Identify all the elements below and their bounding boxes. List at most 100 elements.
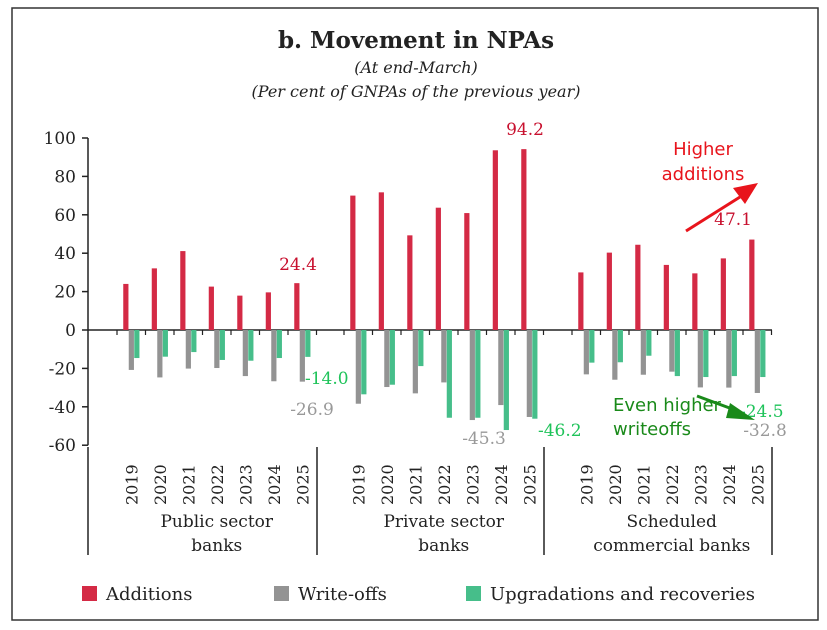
- bar-additions: [492, 150, 498, 330]
- bar-upgradations-and-recoveries: [674, 330, 680, 377]
- bar-write-offs: [412, 330, 418, 394]
- group-label: Public sector: [160, 512, 273, 532]
- bar-write-offs: [355, 330, 361, 404]
- year-label: 2024: [492, 464, 511, 505]
- bar-write-offs: [526, 330, 532, 417]
- year-label: 2021: [406, 464, 425, 505]
- bar-upgradations-and-recoveries: [389, 330, 395, 385]
- year-label: 2020: [606, 464, 625, 505]
- bar-upgradations-and-recoveries: [361, 330, 367, 395]
- bar-write-offs: [469, 330, 475, 421]
- group-label: banks: [191, 536, 242, 556]
- annotation-arrow: [696, 394, 736, 412]
- bar-additions: [180, 251, 186, 330]
- bar-write-offs: [754, 330, 760, 393]
- year-label: 2021: [634, 464, 653, 505]
- bar-write-offs: [726, 330, 732, 388]
- bar-write-offs: [185, 330, 191, 369]
- bar-upgradations-and-recoveries: [162, 330, 168, 357]
- bar-additions: [407, 235, 413, 330]
- annotation-text: additions: [662, 164, 745, 185]
- bar-write-offs: [697, 330, 703, 388]
- data-label: -45.3: [462, 429, 506, 449]
- group-label: Private sector: [383, 512, 504, 532]
- year-label: 2022: [208, 464, 227, 505]
- legend-label: Upgradations and recoveries: [490, 584, 755, 605]
- legend-swatch: [82, 586, 97, 601]
- bar-additions: [749, 239, 755, 330]
- bar-additions: [237, 295, 243, 330]
- bar-write-offs: [612, 330, 618, 380]
- year-label: 2024: [265, 464, 284, 505]
- y-tick-label: 40: [54, 244, 76, 264]
- bar-additions: [350, 195, 356, 330]
- y-tick-label: 20: [54, 283, 76, 303]
- bar-write-offs: [640, 330, 646, 375]
- year-label: 2023: [691, 464, 710, 505]
- bar-write-offs: [384, 330, 390, 388]
- y-tick-label: 80: [54, 167, 76, 187]
- bar-write-offs: [271, 330, 277, 382]
- chart-subtitle: (Per cent of GNPAs of the previous year): [252, 82, 581, 101]
- bar-additions: [378, 192, 384, 330]
- y-tick-label: 0: [65, 321, 76, 341]
- bar-upgradations-and-recoveries: [731, 330, 737, 377]
- bar-upgradations-and-recoveries: [191, 330, 197, 353]
- annotation-arrow: [685, 195, 741, 233]
- bar-additions: [692, 273, 698, 330]
- year-label: 2019: [122, 464, 141, 505]
- bar-additions: [578, 272, 584, 330]
- legend-label: Write-offs: [298, 584, 387, 605]
- year-label: 2024: [720, 464, 739, 505]
- chart-subtitle: (At end-March): [354, 58, 478, 77]
- bar-write-offs: [242, 330, 248, 377]
- y-tick-label: -20: [49, 359, 76, 379]
- year-label: 2025: [520, 464, 539, 505]
- y-tick-label: -60: [49, 436, 76, 456]
- chart-title: b. Movement in NPAs: [278, 27, 554, 54]
- data-label: 47.1: [714, 210, 752, 230]
- year-label: 2020: [378, 464, 397, 505]
- year-label: 2025: [748, 464, 767, 505]
- data-label: -26.9: [290, 400, 334, 420]
- annotation-text: Higher: [673, 139, 733, 160]
- bar-additions: [123, 283, 129, 330]
- bar-upgradations-and-recoveries: [503, 330, 509, 431]
- year-label: 2020: [151, 464, 170, 505]
- bar-upgradations-and-recoveries: [532, 330, 538, 419]
- bar-write-offs: [299, 330, 305, 382]
- bar-write-offs: [157, 330, 163, 378]
- year-label: 2022: [435, 464, 454, 505]
- bar-write-offs: [583, 330, 589, 375]
- bar-additions: [635, 244, 641, 330]
- data-label: 94.2: [506, 120, 544, 140]
- data-label: -24.5: [740, 402, 784, 422]
- y-tick-label: 60: [54, 206, 76, 226]
- group-label: commercial banks: [593, 536, 750, 556]
- bar-upgradations-and-recoveries: [446, 330, 452, 418]
- bar-additions: [464, 213, 470, 330]
- bar-upgradations-and-recoveries: [703, 330, 709, 378]
- annotation-text: Even higher: [613, 395, 722, 416]
- bar-upgradations-and-recoveries: [276, 330, 282, 359]
- group-label: Scheduled: [627, 512, 718, 532]
- legend-swatch: [274, 586, 289, 601]
- bar-write-offs: [669, 330, 675, 372]
- bar-write-offs: [441, 330, 447, 383]
- bar-write-offs: [128, 330, 134, 370]
- bar-upgradations-and-recoveries: [219, 330, 225, 360]
- bar-upgradations-and-recoveries: [646, 330, 652, 356]
- bar-additions: [208, 286, 214, 330]
- bar-upgradations-and-recoveries: [617, 330, 623, 363]
- bar-upgradations-and-recoveries: [305, 330, 311, 357]
- data-label: -32.8: [743, 421, 787, 441]
- year-label: 2025: [293, 464, 312, 505]
- bar-upgradations-and-recoveries: [760, 330, 766, 378]
- year-label: 2019: [349, 464, 368, 505]
- bar-additions: [663, 264, 669, 330]
- year-label: 2021: [179, 464, 198, 505]
- bar-write-offs: [498, 330, 504, 406]
- legend-swatch: [466, 586, 481, 601]
- bar-additions: [151, 268, 157, 330]
